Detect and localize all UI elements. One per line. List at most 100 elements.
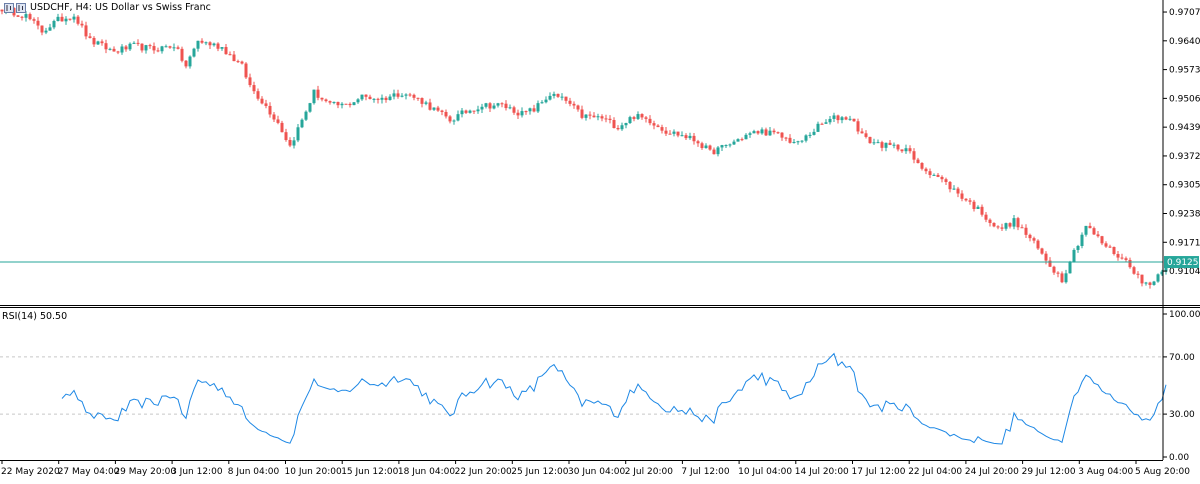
candle [276,115,280,125]
candle [212,42,216,47]
candle [124,45,128,52]
current-price-label: 0.91250 [1167,258,1200,268]
candle [320,97,324,102]
candle [1136,271,1140,279]
candle [748,131,752,138]
candle [972,199,976,212]
candle [640,113,644,120]
candle [744,133,748,140]
candle [672,129,676,137]
candle [192,47,196,58]
candle [268,102,272,118]
candle [536,100,540,113]
candle [588,111,592,120]
candle [880,140,884,152]
time-tick-label: 22 Jul 04:00 [908,467,962,477]
candle [864,130,868,139]
candle [704,143,708,149]
candle [472,110,476,115]
candle [16,14,20,18]
candle [1124,256,1128,262]
candle [140,43,144,53]
candle [388,94,392,101]
candle [728,143,732,148]
candle [260,96,264,105]
candle [396,89,400,99]
candle [72,13,76,23]
candle [580,105,584,120]
candle [452,119,456,125]
candle [696,139,700,147]
candle [940,175,944,183]
candle [284,128,288,142]
candle [952,185,956,191]
candle [152,42,156,54]
candle [840,115,844,124]
candle [40,25,44,36]
candle [584,114,588,121]
candle [456,110,460,122]
candle [876,139,880,144]
candle [256,88,260,101]
candle [184,59,188,69]
candle [968,198,972,205]
candle [444,109,448,119]
candle [1156,273,1160,283]
candle [848,115,852,121]
candle [980,204,984,217]
candle [304,110,308,122]
candle [0,9,4,15]
candle [620,122,624,131]
candle [352,102,356,106]
chart-window-icon[interactable] [4,2,26,13]
candle [36,17,40,30]
chart-title-bar: USDCHF, H4: US Dollar vs Swiss Franc [4,2,211,13]
candle [664,126,668,136]
candle [796,140,800,145]
candle [612,117,616,129]
candle [520,107,524,118]
candle [816,121,820,132]
time-tick-label: 3 Jun 12:00 [171,467,223,477]
candle [324,98,328,103]
candle [88,32,92,39]
candle [556,93,560,98]
candle [28,12,32,21]
candle [428,98,432,111]
candle [540,100,544,104]
candle [852,118,856,122]
candle [460,108,464,118]
candle [560,93,564,101]
price-candles [0,4,1168,289]
candle [20,15,24,21]
candle [532,104,536,113]
candle [1020,224,1024,229]
candle [544,96,548,104]
candle [820,122,824,125]
candle [348,102,352,108]
candle [1040,247,1044,255]
candle [1080,232,1084,249]
candle [248,73,252,88]
candle [48,23,52,31]
candle [828,115,832,125]
candle [604,114,608,123]
candle [132,41,136,45]
candle [1116,250,1120,261]
candle [500,102,504,108]
candle [1000,223,1004,231]
candle [1060,271,1064,284]
candle [196,40,200,52]
candle [1004,222,1008,231]
candle [764,127,768,136]
candle [720,144,724,151]
candle [944,177,948,186]
candle [608,115,612,124]
candle [984,211,988,223]
candle [204,41,208,46]
